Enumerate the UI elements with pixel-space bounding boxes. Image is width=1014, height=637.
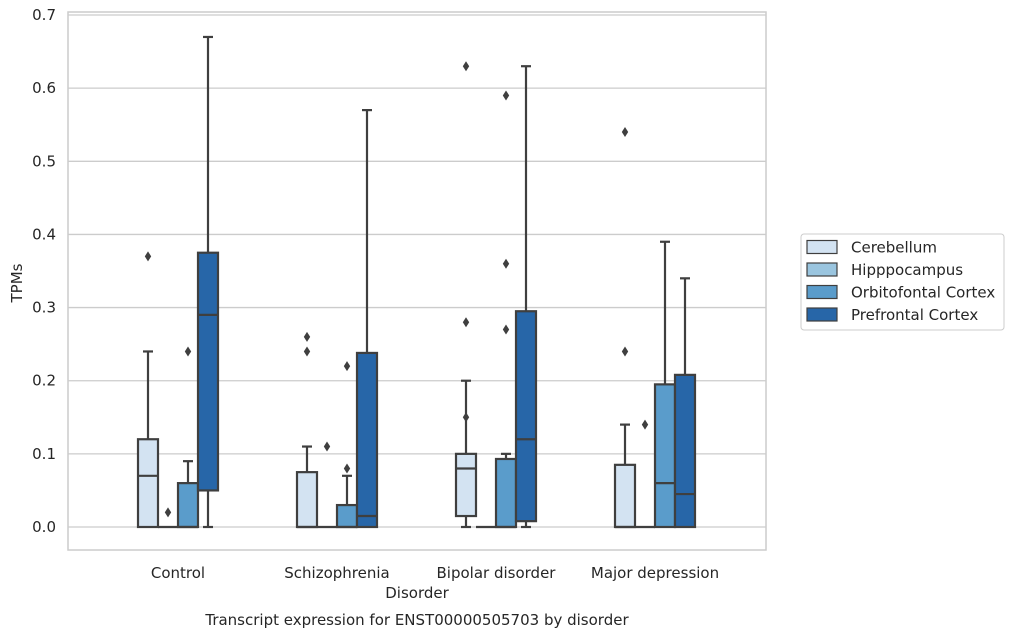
outlier-point	[502, 324, 510, 335]
legend-label: Prefrontal Cortex	[851, 306, 978, 324]
box-plot	[355, 109, 379, 529]
box-iqr	[514, 310, 538, 523]
box-plot	[635, 419, 655, 529]
y-axis-title: TPMs	[8, 263, 26, 303]
legend-frame	[800, 233, 1005, 331]
series-cerebellum	[136, 61, 637, 529]
box-iqr	[295, 471, 319, 529]
box-plot	[317, 441, 337, 529]
chart-caption: Transcript expression for ENST0000050570…	[204, 611, 629, 629]
box-iqr	[355, 351, 379, 529]
x-tick-label: Control	[151, 564, 205, 582]
box-iqr	[196, 251, 220, 492]
grid-lines	[68, 14, 766, 528]
series-hipppocampus	[158, 419, 655, 529]
legend-label: Hipppocampus	[851, 261, 963, 279]
box-iqr	[613, 463, 637, 529]
outlier-point	[164, 507, 172, 518]
outlier-point	[184, 346, 192, 357]
box-plot	[653, 240, 677, 529]
box-plot	[158, 507, 178, 529]
outlier-point	[621, 346, 629, 357]
box-plot	[673, 277, 697, 529]
box-iqr	[653, 383, 677, 529]
y-tick-label: 0.1	[32, 445, 56, 463]
box-plot	[494, 90, 518, 529]
series-orbitofontal-cortex	[176, 90, 677, 529]
y-axis-ticks: 0.0 0.1 0.2 0.3 0.4 0.5 0.6 0.7	[32, 6, 56, 536]
series-prefrontal-cortex	[196, 35, 697, 529]
y-tick-label: 0.6	[32, 79, 56, 97]
box-plot	[613, 127, 637, 529]
legend-swatch	[806, 307, 838, 322]
box-iqr	[136, 438, 160, 529]
box-iqr	[335, 503, 359, 529]
y-tick-label: 0.0	[32, 518, 56, 536]
legend-swatch	[806, 262, 838, 277]
x-axis-title: Disorder	[385, 584, 449, 602]
box-plot	[514, 65, 538, 529]
outlier-point	[144, 251, 152, 262]
y-tick-label: 0.3	[32, 299, 56, 317]
legend: Cerebellum Hipppocampus Orbitofontal Corte…	[800, 233, 1005, 331]
x-axis-ticks: Control Schizophrenia Bipolar disorder Majo…	[151, 564, 719, 582]
outlier-point	[323, 441, 331, 452]
legend-swatch	[806, 284, 838, 300]
outlier-point	[502, 258, 510, 269]
outlier-point	[343, 361, 351, 372]
box-iqr	[673, 373, 697, 529]
outlier-point	[462, 61, 470, 72]
outlier-point	[621, 127, 629, 138]
box-series	[136, 35, 697, 529]
x-tick-label: Schizophrenia	[284, 564, 389, 582]
outlier-point	[343, 463, 351, 474]
outlier-point	[462, 317, 470, 328]
legend-swatch	[806, 239, 838, 255]
outlier-point	[462, 412, 470, 423]
outlier-point	[303, 331, 311, 342]
legend-label: Orbitofontal Cortex	[851, 284, 995, 302]
outlier-point	[502, 90, 510, 101]
x-tick-label: Major depression	[591, 564, 719, 582]
box-plot	[176, 346, 200, 529]
box-iqr	[454, 452, 478, 518]
outlier-point	[641, 419, 649, 430]
box-plot	[335, 361, 359, 529]
box-plot	[136, 251, 160, 529]
y-tick-label: 0.5	[32, 152, 56, 170]
box-iqr	[494, 457, 518, 529]
plot-area-frame	[67, 11, 767, 551]
y-tick-label: 0.7	[32, 6, 56, 24]
y-tick-label: 0.4	[32, 225, 56, 243]
y-tick-label: 0.2	[32, 372, 56, 390]
x-tick-label: Bipolar disorder	[437, 564, 557, 582]
outlier-point	[303, 346, 311, 357]
box-plot	[454, 61, 478, 529]
box-iqr	[176, 482, 200, 529]
legend-label: Cerebellum	[851, 239, 937, 257]
box-plot	[196, 35, 220, 529]
box-plot	[295, 331, 319, 529]
